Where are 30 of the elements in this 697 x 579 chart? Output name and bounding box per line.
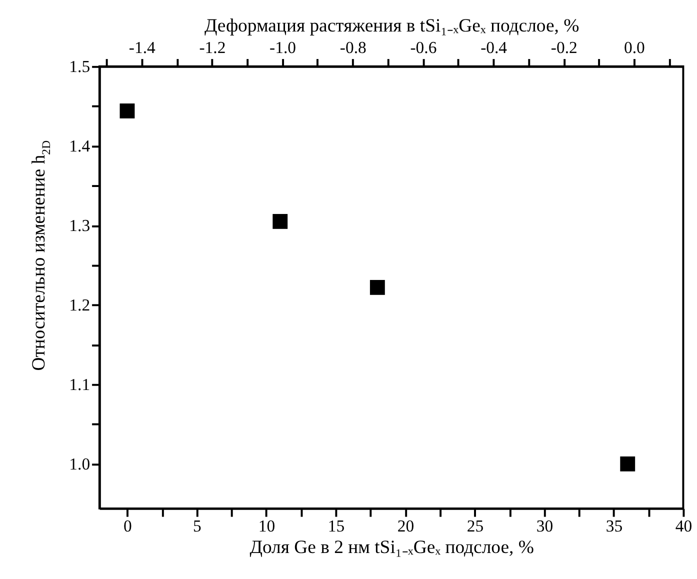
x2-tick-label: -0.6 bbox=[410, 38, 437, 58]
y-tick-label: 1.5 bbox=[69, 56, 90, 76]
x2-tick-label: -0.8 bbox=[340, 38, 366, 58]
y-tick-label: 1.4 bbox=[69, 136, 91, 156]
x-tick-label: 20 bbox=[397, 516, 414, 536]
x2-tick-label: -0.4 bbox=[480, 38, 508, 58]
x-tick-label: 10 bbox=[258, 516, 276, 536]
x-tick-label: 35 bbox=[606, 516, 623, 536]
x2-tick-label: -1.2 bbox=[199, 38, 226, 58]
y-tick-label: 1.2 bbox=[69, 295, 90, 314]
x-tick-label: 25 bbox=[466, 516, 484, 536]
x2-tick-label: -1.4 bbox=[128, 38, 156, 58]
point bbox=[120, 103, 135, 118]
x-tick-label: 0 bbox=[124, 516, 132, 536]
x2-axis-title: Деформация растяжения в tSi₁₋ₓGeₓ подслое, % bbox=[204, 15, 580, 36]
x-tick-label: 30 bbox=[536, 516, 554, 536]
x-tick-label: 40 bbox=[675, 516, 692, 536]
y-tick-label: 1.1 bbox=[69, 374, 90, 394]
x-tick-label: 5 bbox=[193, 516, 202, 536]
x-axis-title: Доля Ge в 2 нм tSi₁₋ₓGeₓ подслое, % bbox=[250, 537, 534, 558]
point bbox=[620, 456, 636, 472]
y-axis-title: Относительно изменение h2D bbox=[28, 140, 54, 371]
x2-tick-label: -0.2 bbox=[550, 38, 578, 58]
y-tick-label: 1.0 bbox=[69, 454, 90, 474]
point bbox=[370, 280, 385, 295]
point bbox=[272, 214, 288, 229]
y-tick-label: 1.3 bbox=[69, 216, 90, 235]
x2-tick-label: 0.0 bbox=[624, 38, 645, 58]
x2-tick-label: -1.0 bbox=[270, 38, 296, 58]
x-tick-label: 15 bbox=[328, 516, 345, 536]
